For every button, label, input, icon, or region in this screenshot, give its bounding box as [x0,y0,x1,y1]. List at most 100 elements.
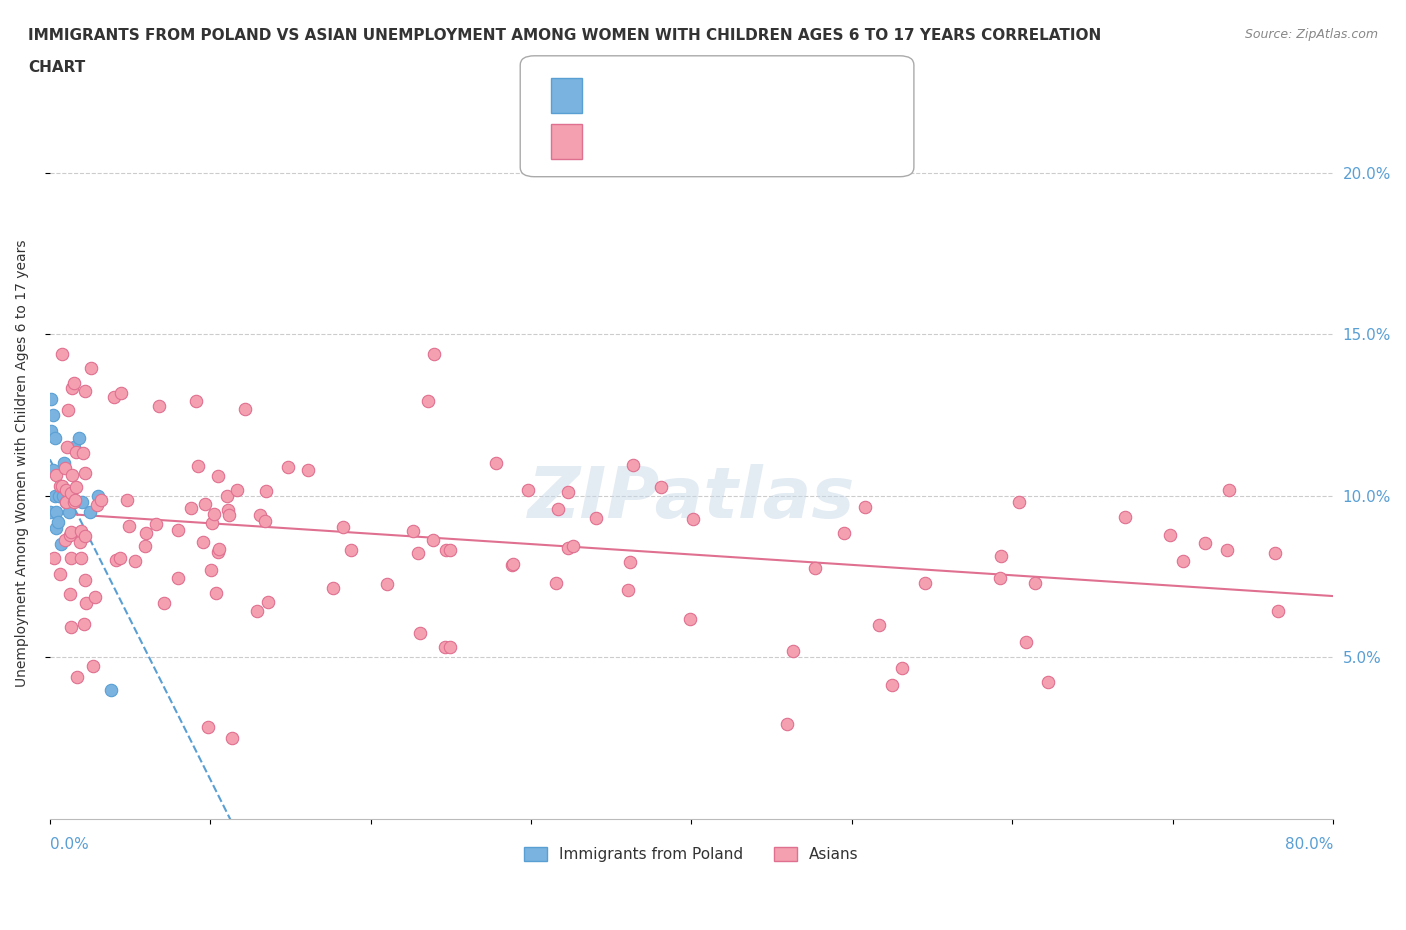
Asians [55,483,77,498]
Asians [82,658,104,673]
Asians [65,445,87,459]
Asians [55,495,77,510]
Asians [48,479,70,494]
Asians [1024,576,1046,591]
Asians [650,480,672,495]
Asians [585,511,607,525]
Asians [277,460,299,475]
Asians [59,527,82,542]
Asians [218,508,240,523]
Immigrants from Poland [67,431,90,445]
Asians [49,566,72,581]
Asians [782,644,804,658]
Asians [853,499,876,514]
Asians [197,719,219,734]
Asians [217,502,239,517]
Immigrants from Poland [79,504,101,519]
Asians [200,563,222,578]
Asians [105,552,128,567]
Asians [108,551,131,565]
Asians [207,469,229,484]
Asians [84,590,107,604]
Asians [226,483,249,498]
Asians [194,497,217,512]
Asians [207,545,229,560]
Text: 80.0%: 80.0% [1285,837,1333,852]
Asians [990,549,1012,564]
Asians [1114,510,1136,525]
Asians [1267,604,1289,618]
Asians [1173,553,1195,568]
Immigrants from Poland [41,392,63,406]
Asians [215,489,238,504]
Asians [433,640,456,655]
Asians [73,617,96,631]
Asians [332,520,354,535]
Asians [90,493,112,508]
Asians [375,577,398,591]
Asians [832,525,855,540]
Asians [73,573,96,588]
Asians [59,586,82,601]
Asians [62,376,84,391]
Asians [72,445,94,460]
Immigrants from Poland [41,424,63,439]
Asians [103,390,125,405]
Immigrants from Poland [48,488,70,503]
Asians [621,458,644,472]
Asians [53,532,76,547]
Y-axis label: Unemployment Among Women with Children Ages 6 to 17 years: Unemployment Among Women with Children A… [15,240,30,687]
Asians [501,558,523,573]
Asians [257,595,280,610]
Asians [249,508,271,523]
Immigrants from Poland [42,407,65,422]
Immigrants from Poland [49,537,72,551]
Immigrants from Poland [55,495,77,510]
Asians [60,380,83,395]
Asians [117,493,139,508]
Asians [803,560,825,575]
Asians [60,525,83,539]
Asians [253,514,276,529]
Asians [416,394,439,409]
Asians [340,542,363,557]
Asians [517,483,540,498]
Asians [117,519,139,534]
Immigrants from Poland [45,521,67,536]
Text: Source: ZipAtlas.com: Source: ZipAtlas.com [1244,28,1378,41]
Asians [502,556,524,571]
Asians [60,551,83,565]
Asians [776,717,799,732]
Asians [86,498,108,512]
Asians [191,535,214,550]
Asians [485,456,508,471]
Asians [322,580,344,595]
Text: IMMIGRANTS FROM POLAND VS ASIAN UNEMPLOYMENT AMONG WOMEN WITH CHILDREN AGES 6 TO: IMMIGRANTS FROM POLAND VS ASIAN UNEMPLOY… [28,28,1101,43]
Asians [256,484,278,498]
Asians [1218,483,1240,498]
Asians [1264,546,1286,561]
Asians [63,492,86,507]
Asians [678,612,700,627]
Immigrants from Poland [53,456,76,471]
Asians [80,361,103,376]
Asians [544,576,567,591]
Asians [205,586,228,601]
Asians [44,551,66,565]
Asians [65,480,87,495]
Asians [63,494,86,509]
Asians [1015,634,1038,649]
Text: R = -0.187   N = 134: R = -0.187 N = 134 [591,133,779,151]
Asians [439,542,461,557]
Asians [187,458,209,473]
Text: 0.0%: 0.0% [49,837,89,852]
Asians [202,507,225,522]
Asians [75,595,97,610]
Asians [73,528,96,543]
Asians [434,543,457,558]
Asians [58,403,80,418]
Asians [401,524,423,538]
Immigrants from Poland [58,504,80,519]
Asians [66,670,89,684]
Asians [186,393,208,408]
